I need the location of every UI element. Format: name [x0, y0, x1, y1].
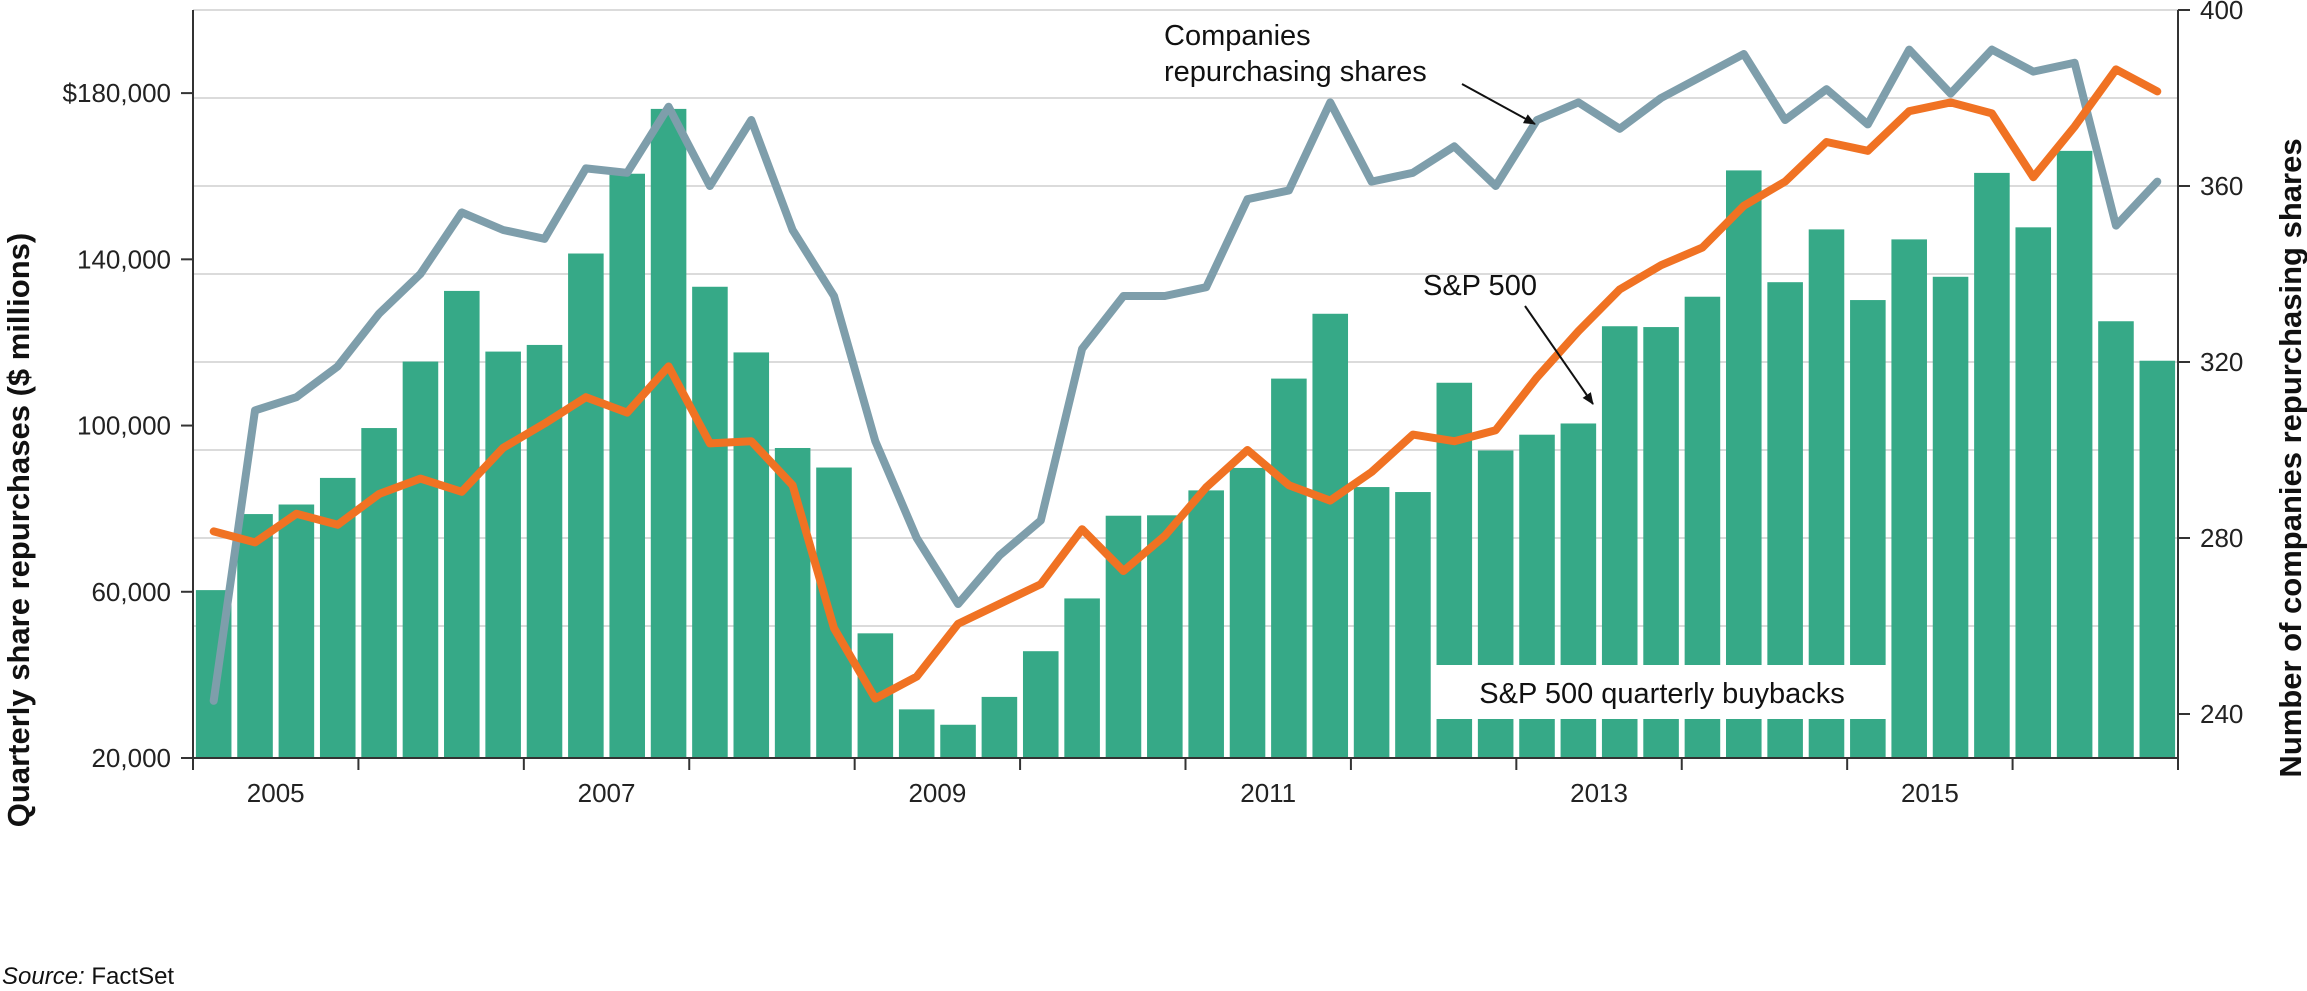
bar-q42 — [1891, 239, 1927, 759]
annotation-buybacks-box — [1436, 665, 1888, 719]
x-tick-label: 2007 — [578, 778, 636, 808]
source-label: Source: — [2, 963, 85, 990]
bar-q13 — [692, 286, 728, 758]
sp500-line — [209, 65, 2162, 703]
bar-q8 — [485, 351, 521, 758]
bar-q24 — [1147, 515, 1183, 758]
bar-q6 — [402, 361, 439, 758]
series-lines — [209, 45, 2162, 705]
bar-q3 — [278, 504, 315, 758]
source-note: Source: FactSet — [2, 963, 174, 991]
buyback-bars — [195, 108, 2176, 759]
y-tick-label-left: 100,000 — [77, 411, 171, 441]
bar-q20 — [981, 696, 1018, 758]
annotation-sp500-text: S&P 500 — [1423, 270, 1537, 302]
bar-q14 — [733, 352, 770, 758]
y-tick-label-right: 360 — [2200, 171, 2243, 201]
x-tick-label: 2009 — [908, 778, 966, 808]
bar-q5 — [361, 428, 397, 758]
y-tick-label-left: $180,000 — [63, 78, 171, 108]
bar-q28 — [1312, 313, 1349, 758]
y-tick-label-right: 320 — [2200, 347, 2243, 377]
bar-q45 — [2015, 227, 2052, 758]
annotation-companies-arrow — [1461, 83, 1536, 125]
x-tick-label: 2015 — [1901, 778, 1959, 808]
bar-q26 — [1229, 467, 1266, 758]
companies-line — [209, 45, 2162, 705]
y-tick-label-left: 60,000 — [91, 577, 171, 607]
bar-q48 — [2139, 360, 2176, 758]
annotation-companies-text: Companies repurchasing shares — [1164, 20, 1427, 88]
bar-q10 — [568, 253, 604, 758]
bar-q12 — [650, 108, 687, 758]
bar-q47 — [2098, 321, 2134, 758]
bar-q25 — [1188, 490, 1224, 758]
bar-q27 — [1271, 378, 1307, 758]
x-tick-label: 2005 — [247, 778, 305, 808]
bar-q16 — [816, 467, 852, 758]
tick-labels: 20,000 60,000 100,000 140,000 $180,000 240 280… — [63, 0, 2244, 808]
y-tick-label-left: 140,000 — [77, 244, 171, 274]
bar-q21 — [1022, 651, 1059, 758]
bar-q7 — [444, 290, 480, 758]
bar-q11 — [609, 173, 646, 758]
source-value: FactSet — [91, 963, 175, 990]
annotation-buybacks: S&P 500 quarterly buybacks — [1436, 665, 1888, 719]
bar-q23 — [1105, 515, 1142, 758]
gridlines — [193, 9, 2178, 627]
y-tick-label-left: 20,000 — [91, 743, 171, 773]
y-axis-title-right: Number of companies repurchasing shares — [2273, 138, 2307, 777]
y-tick-label-right: 280 — [2200, 523, 2243, 553]
bar-q43 — [1932, 276, 1969, 758]
bar-q30 — [1395, 492, 1431, 758]
annotation-sp500-arrow — [1524, 305, 1594, 405]
x-tick-label: 2011 — [1240, 778, 1296, 808]
annotation-companies: Companies repurchasing shares — [1164, 20, 1536, 125]
y-axis-title-left: Quarterly share repurchases ($ millions) — [1, 233, 36, 827]
bar-q18 — [898, 709, 935, 758]
bar-q44 — [1974, 172, 2010, 759]
y-tick-label-right: 240 — [2200, 699, 2243, 729]
bar-q19 — [940, 724, 976, 758]
bar-q22 — [1064, 598, 1100, 758]
annotation-sp500: S&P 500 — [1423, 270, 1594, 405]
y-tick-label-right: 400 — [2200, 0, 2243, 25]
bar-q38 — [1725, 170, 1762, 759]
bar-q46 — [2056, 150, 2093, 758]
bar-q9 — [526, 344, 563, 758]
x-tick-label: 2013 — [1570, 778, 1628, 808]
bar-q2 — [237, 514, 273, 758]
annotation-buybacks-text: S&P 500 quarterly buybacks — [1479, 678, 1844, 710]
bar-q29 — [1353, 487, 1390, 758]
axes — [181, 9, 2190, 770]
